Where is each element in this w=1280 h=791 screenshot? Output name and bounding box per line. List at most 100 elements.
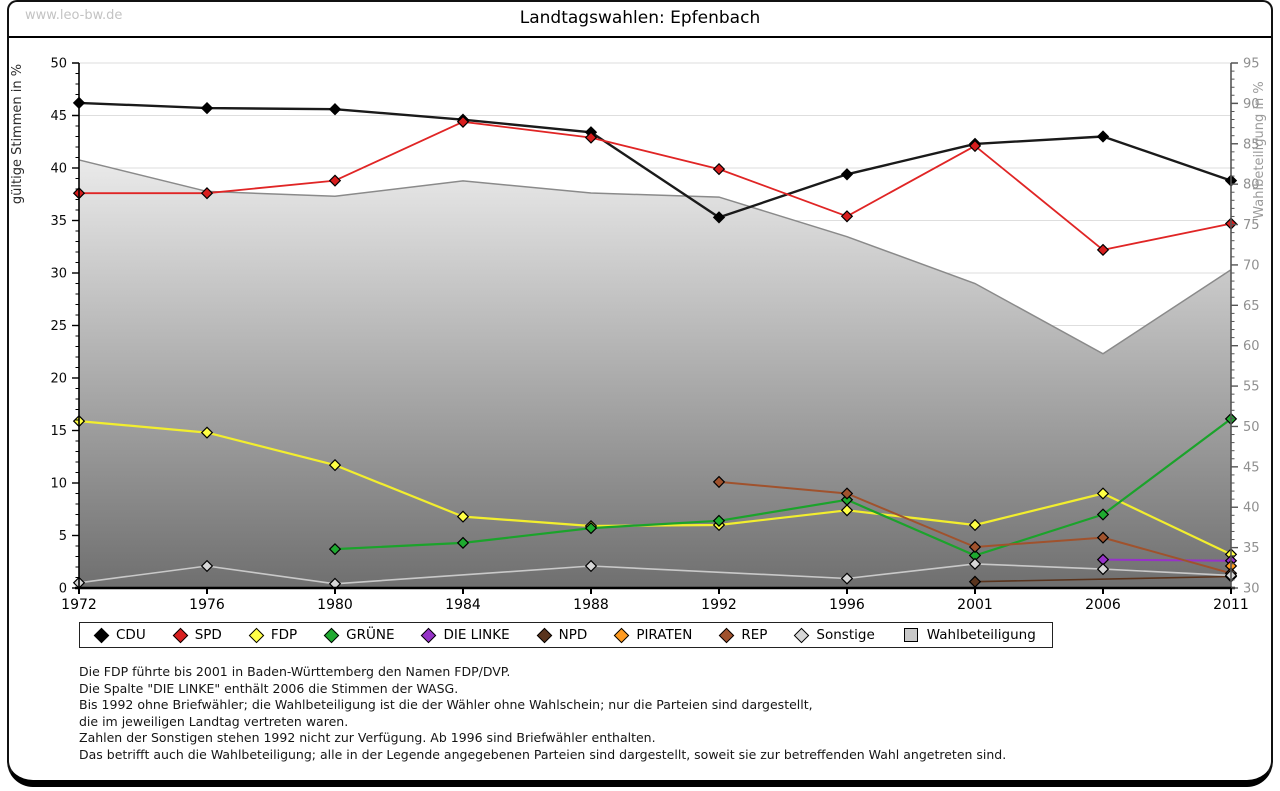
- right-tick-label-35: 35: [1243, 541, 1260, 556]
- marker-spd-1984: [456, 115, 470, 128]
- marker-gr-ne-1996: [840, 493, 854, 506]
- marker-rep-2006: [1096, 531, 1110, 544]
- series-line-cdu: [78, 101, 1232, 219]
- site-link[interactable]: www.leo-bw.de: [25, 8, 123, 23]
- chart-area: 0 5 10 15 20 25 30 35 40 45 50 30 35 40 45 50 55 60 65 70 75…: [9, 38, 1271, 620]
- left-tick-label-15: 15: [50, 424, 67, 439]
- legend-square-icon-wahlbeteiligung: [903, 628, 918, 642]
- header: www.leo-bw.de Landtagswahlen: Epfenbach: [9, 2, 1271, 38]
- marker-cdu-2006: [1096, 130, 1110, 143]
- legend-label: Sonstige: [816, 627, 875, 643]
- legend-diamond-icon-gr-ne: [323, 627, 340, 643]
- legend-item-piraten: PIRATEN: [614, 627, 692, 643]
- right-tick-label-75: 75: [1243, 218, 1260, 233]
- area-boundary-wahlbeteiligung: [78, 159, 1232, 355]
- left-tick-label-20: 20: [50, 372, 67, 387]
- series-line-die-linke: [1102, 558, 1232, 562]
- right-tick-label-60: 60: [1243, 339, 1260, 354]
- marker-fdp-1984: [456, 510, 470, 523]
- legend-diamond-icon-sonstige: [794, 627, 810, 643]
- right-tick-label-65: 65: [1243, 299, 1260, 314]
- right-tick-label-90: 90: [1243, 97, 1260, 112]
- right-tick-label-85: 85: [1243, 137, 1260, 152]
- marker-gr-ne-1984: [456, 536, 470, 549]
- left-tick-label-0: 0: [59, 582, 67, 597]
- legend-item-wahlbeteiligung: Wahlbeteiligung: [902, 627, 1036, 643]
- legend-label: PIRATEN: [636, 627, 693, 643]
- x-tick-label-1984: 1984: [445, 597, 481, 613]
- left-tick-label-30: 30: [50, 267, 67, 282]
- legend-item-sonstige: Sonstige: [794, 627, 875, 643]
- legend-label: NPD: [558, 627, 588, 643]
- left-tick-label-35: 35: [50, 214, 67, 229]
- x-tick-label-1992: 1992: [701, 597, 737, 613]
- legend-label: Wahlbeteiligung: [926, 627, 1036, 643]
- right-tick-label-55: 55: [1243, 380, 1260, 395]
- series-line-spd: [79, 120, 1232, 251]
- left-tick-label-10: 10: [50, 477, 67, 492]
- legend-diamond-icon-npd: [536, 627, 552, 643]
- legend-diamond-icon-die-linke: [421, 627, 437, 643]
- marker-gr-ne-1992: [712, 514, 726, 527]
- x-tick-label-1996: 1996: [829, 597, 865, 613]
- marker-cdu-1980: [328, 103, 342, 116]
- election-chart: 0 5 10 15 20 25 30 35 40 45 50 30 35 40 45 50 55 60 65 70 75…: [10, 57, 1267, 614]
- marker-cdu-1992: [712, 211, 726, 224]
- legend-label: SPD: [194, 627, 222, 643]
- legend-diamond-icon-cdu: [93, 627, 110, 643]
- marker-spd-1996: [840, 210, 854, 223]
- marker-fdp-1980: [328, 458, 342, 472]
- marker-sonstige-1976: [200, 559, 214, 573]
- footnote-line-6: Das betrifft auch die Wahlbeteiligung; a…: [79, 746, 1007, 762]
- footnote-line-2: Die Spalte "DIE LINKE" enthält 2006 die …: [79, 680, 459, 696]
- legend-diamond-icon-piraten: [614, 627, 630, 643]
- legend-diamond-icon-rep: [719, 627, 735, 643]
- legend-item-cdu: CDU: [93, 627, 146, 643]
- marker-sonstige-2001: [968, 557, 982, 570]
- x-tick-label-2011: 2011: [1213, 597, 1249, 613]
- footnotes: Die FDP führte bis 2001 in Baden-Württem…: [79, 664, 1271, 780]
- legend-diamond-icon-spd: [172, 627, 188, 643]
- footnote-line-3: Bis 1992 ohne Briefwähler; die Wahlbetei…: [79, 697, 813, 712]
- legend-label: FDP: [270, 627, 298, 643]
- marker-spd-2006: [1096, 243, 1110, 257]
- right-tick-label-45: 45: [1243, 460, 1260, 475]
- marker-fdp-2001: [968, 518, 982, 532]
- right-tick-label-80: 80: [1243, 178, 1260, 193]
- marker-spd-1988: [584, 131, 598, 144]
- series-line-gr-ne: [334, 418, 1232, 557]
- marker-spd-1980: [328, 174, 342, 187]
- legend: CDU SPD FDP GRÜNE DIE LINKE NPD PIRATEN REP Sons…: [79, 622, 1053, 648]
- marker-gr-ne-1988: [584, 522, 598, 535]
- marker-rep-1996: [840, 487, 854, 500]
- footnote-line-4: die im jeweiligen Landtag vertreten ware…: [79, 713, 349, 729]
- area-wahlbeteiligung: [79, 159, 1231, 588]
- left-axis-title: gültige Stimmen in %: [10, 64, 25, 204]
- marker-fdp-1976: [200, 426, 214, 439]
- left-tick-label-45: 45: [50, 109, 67, 124]
- footnote-line-1: Die FDP führte bis 2001 in Baden-Württem…: [79, 664, 511, 679]
- x-tick-label-1976: 1976: [189, 597, 225, 613]
- legend-item-gr-ne: GRÜNE: [323, 627, 395, 643]
- footnote-line-5: Zahlen der Sonstigen stehen 1992 nicht z…: [79, 730, 656, 745]
- legend-item-rep: REP: [719, 627, 767, 643]
- marker-gr-ne-1980: [328, 543, 342, 556]
- series-line-npd: [974, 575, 1232, 583]
- page-title: Landtagswahlen: Epfenbach: [519, 8, 761, 28]
- x-tick-label-1972: 1972: [61, 597, 97, 613]
- marker-cdu-1996: [840, 168, 854, 181]
- legend-item-spd: SPD: [172, 627, 222, 643]
- legend-item-fdp: FDP: [248, 627, 298, 643]
- marker-sonstige-1996: [840, 572, 854, 585]
- left-tick-label-5: 5: [59, 529, 67, 544]
- legend-diamond-icon-fdp: [248, 627, 265, 643]
- left-tick-label-40: 40: [50, 162, 67, 177]
- right-tick-label-95: 95: [1243, 57, 1260, 72]
- marker-spd-2001: [968, 139, 982, 153]
- marker-rep-2001: [968, 540, 982, 554]
- marker-fdp-1996: [840, 504, 854, 517]
- series-line-sonstige: [78, 563, 1232, 585]
- right-axis-title: Wahlbeteiligung in %: [1252, 81, 1267, 218]
- right-tick-label-50: 50: [1243, 420, 1260, 435]
- legend-label: GRÜNE: [346, 627, 395, 643]
